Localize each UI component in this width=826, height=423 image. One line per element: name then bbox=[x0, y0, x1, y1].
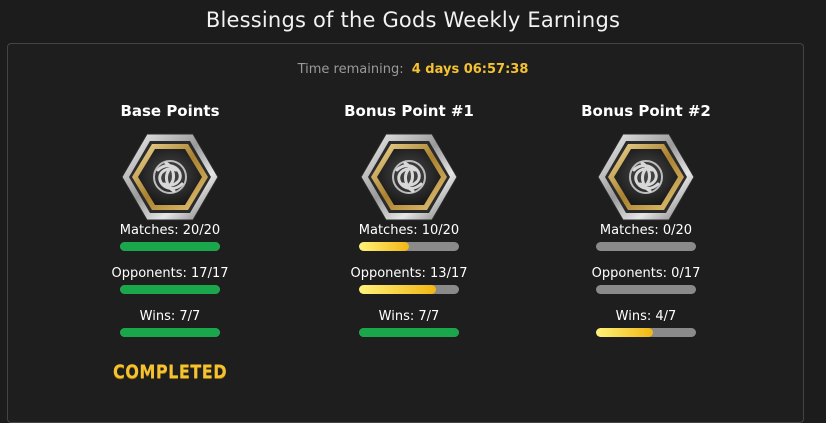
matches-progress-bar bbox=[359, 242, 459, 251]
matches-label: Matches: 10/20 bbox=[358, 223, 460, 238]
matches-label: Matches: 20/20 bbox=[119, 223, 221, 238]
opponents-label: Opponents: 13/17 bbox=[350, 266, 468, 281]
progress-fill bbox=[120, 328, 220, 337]
matches-label: Matches: 0/20 bbox=[599, 223, 693, 238]
time-remaining-value: 4 days 06:57:38 bbox=[411, 62, 529, 77]
earnings-panel bbox=[7, 43, 804, 423]
knot-emblem-icon bbox=[597, 133, 695, 221]
wins-progress-bar bbox=[359, 328, 459, 337]
time-remaining-label: Time remaining: bbox=[297, 62, 404, 77]
progress-fill bbox=[359, 285, 436, 294]
opponents-label: Opponents: 17/17 bbox=[111, 266, 229, 281]
progress-fill bbox=[120, 242, 220, 251]
column-heading: Bonus Point #2 bbox=[581, 102, 711, 120]
time-remaining: Time remaining: 4 days 06:57:38 bbox=[0, 62, 826, 77]
wins-progress-bar bbox=[596, 328, 696, 337]
opponents-progress-bar bbox=[359, 285, 459, 294]
column-bonus-point-2: Bonus Point #2 Matches: 0/20 Opponents: … bbox=[526, 102, 766, 351]
knot-emblem-icon bbox=[360, 133, 458, 221]
column-bonus-point-1: Bonus Point #1 Matches: 10/20 Opponents:… bbox=[289, 102, 529, 351]
progress-fill bbox=[596, 328, 654, 337]
opponents-progress-bar bbox=[596, 285, 696, 294]
wins-progress-bar bbox=[120, 328, 220, 337]
completed-badge: COMPLETED bbox=[112, 361, 228, 383]
opponents-label: Opponents: 0/17 bbox=[591, 266, 701, 281]
wins-label: Wins: 7/7 bbox=[139, 309, 201, 324]
matches-progress-bar bbox=[120, 242, 220, 251]
column-heading: Bonus Point #1 bbox=[344, 102, 474, 120]
wins-label: Wins: 7/7 bbox=[378, 309, 440, 324]
progress-fill bbox=[120, 285, 220, 294]
column-base-points: Base Points Matches: 20/20 Opponents: 17… bbox=[50, 102, 290, 383]
column-heading: Base Points bbox=[120, 102, 220, 120]
wins-label: Wins: 4/7 bbox=[615, 309, 677, 324]
page-title: Blessings of the Gods Weekly Earnings bbox=[205, 8, 621, 32]
opponents-progress-bar bbox=[120, 285, 220, 294]
knot-emblem-icon bbox=[121, 133, 219, 221]
matches-progress-bar bbox=[596, 242, 696, 251]
progress-fill bbox=[359, 328, 459, 337]
progress-fill bbox=[359, 242, 409, 251]
